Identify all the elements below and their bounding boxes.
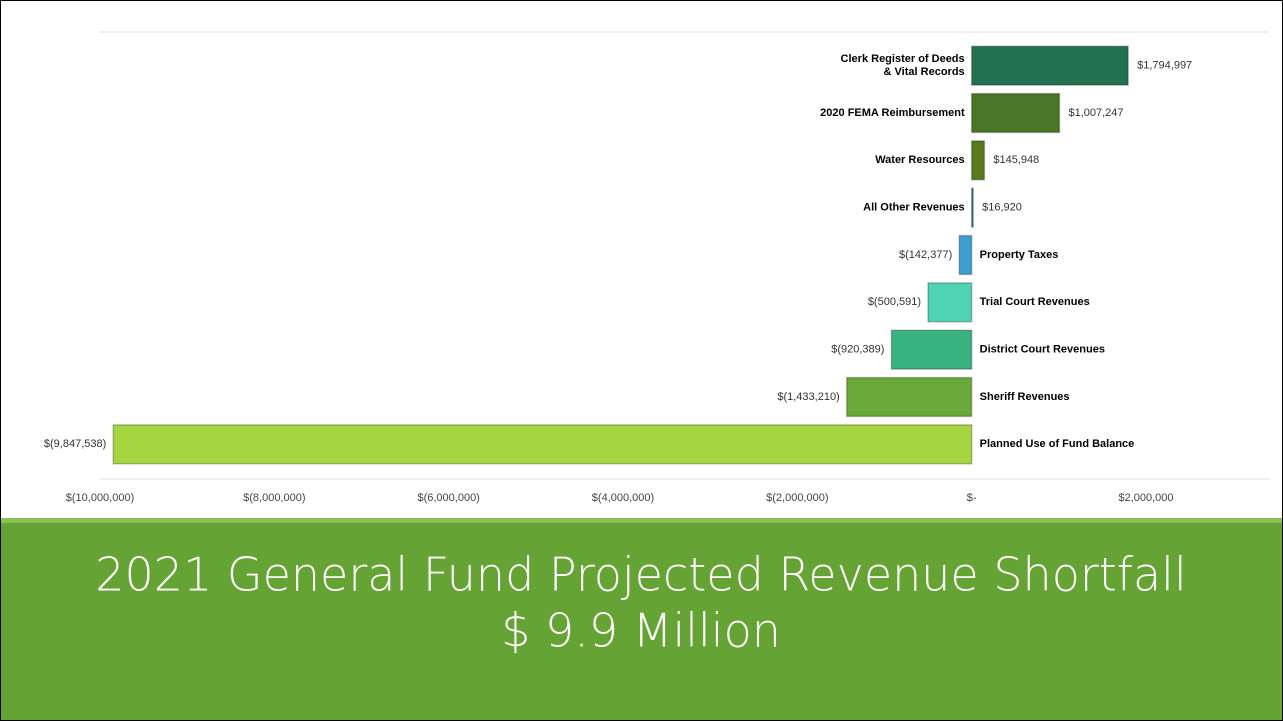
category-label: Planned Use of Fund Balance — [980, 438, 1135, 450]
bar — [970, 187, 974, 228]
x-tick-label: $(6,000,000) — [417, 492, 479, 504]
chart-title: 2021 General Fund Projected Revenue Shor… — [95, 548, 1187, 602]
bar — [970, 140, 986, 181]
bar — [970, 45, 1129, 86]
category-label: District Court Revenues — [980, 344, 1105, 356]
value-label: $1,007,247 — [1068, 107, 1123, 119]
x-tick-label: $(10,000,000) — [66, 492, 135, 504]
x-tick-label: $- — [967, 492, 977, 504]
title-band-edge — [0, 518, 1283, 523]
x-tick-label: $(8,000,000) — [243, 492, 305, 504]
value-label: $(920,389) — [831, 344, 884, 356]
category-label: Sheriff Revenues — [980, 391, 1070, 403]
bar — [958, 234, 973, 276]
value-label: $(1,433,210) — [777, 391, 839, 403]
bar — [890, 329, 973, 370]
chart-subtitle: $ 9.9 Million — [501, 604, 781, 658]
category-label: Trial Court Revenues — [980, 296, 1090, 308]
category-label: All Other Revenues — [863, 202, 964, 214]
bar — [112, 424, 973, 465]
x-tick-label: $(2,000,000) — [766, 492, 828, 504]
value-label: $(9,847,538) — [44, 438, 106, 450]
x-tick-label: $2,000,000 — [1118, 492, 1173, 504]
value-label: $16,920 — [982, 202, 1022, 214]
value-label: $145,948 — [993, 154, 1039, 166]
bar — [845, 376, 973, 418]
category-label: Clerk Register of Deeds & Vital Records — [841, 53, 965, 78]
value-label: $(500,591) — [868, 296, 921, 308]
bar — [927, 282, 973, 323]
category-label: 2020 FEMA Reimbursement — [820, 107, 965, 119]
title-band — [0, 518, 1283, 721]
value-label: $1,794,997 — [1137, 60, 1192, 72]
bar — [970, 92, 1061, 134]
value-label: $(142,377) — [899, 249, 952, 261]
category-label: Water Resources — [875, 154, 964, 166]
x-tick-label: $(4,000,000) — [592, 492, 654, 504]
category-label: Property Taxes — [980, 249, 1059, 261]
